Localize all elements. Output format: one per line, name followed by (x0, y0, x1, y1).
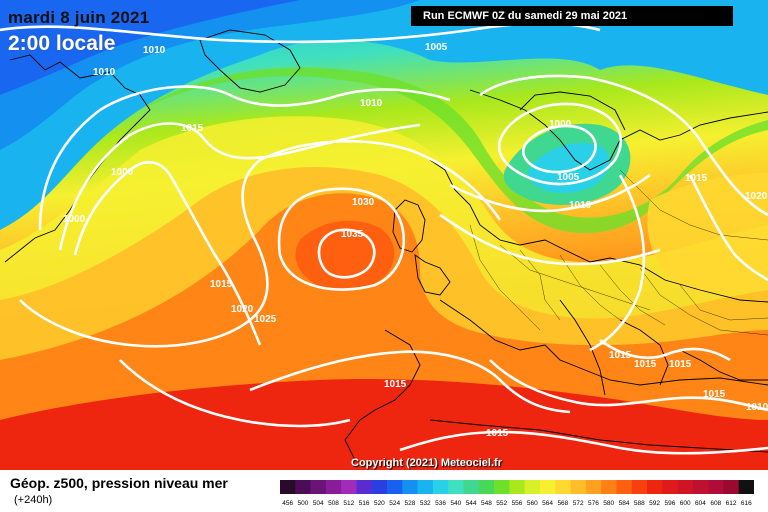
legend-swatch (371, 480, 388, 494)
isobar-label: 1015 (669, 359, 692, 370)
legend-swatch (494, 480, 510, 494)
legend-swatch (646, 480, 663, 494)
legend-swatch (738, 480, 754, 494)
forecast-local-time: 2:00 locale (8, 32, 116, 55)
isobar-label: 1030 (352, 197, 375, 208)
legend-tick-label: 612 (726, 500, 737, 507)
legend-tick-label: 600 (680, 500, 691, 507)
legend-tick-label: 548 (481, 500, 492, 507)
legend-tick-label: 528 (405, 500, 416, 507)
isobar-label: 1025 (254, 314, 277, 325)
legend-swatch (310, 480, 327, 494)
legend-tick-label: 576 (588, 500, 599, 507)
legend-tick-label: 544 (466, 500, 477, 507)
legend-swatch (402, 480, 418, 494)
copyright-notice: Copyright (2021) Meteociel.fr (351, 457, 502, 469)
legend-swatch (295, 480, 311, 494)
legend-tick-label: 584 (619, 500, 630, 507)
legend-tick-label: 572 (573, 500, 584, 507)
legend-tick-label: 456 (282, 500, 293, 507)
isobar-label: 1015 (703, 389, 726, 400)
isobar-label: 1015 (685, 173, 708, 184)
legend-swatch (432, 480, 449, 494)
legend-tick-label: 516 (359, 500, 370, 507)
legend-tick-label: 588 (634, 500, 645, 507)
isobar-label: 1000 (549, 119, 572, 130)
legend-swatch (585, 480, 602, 494)
isobar-label: 1020 (231, 304, 254, 315)
legend-swatch (692, 480, 709, 494)
legend-tick-label: 508 (328, 500, 339, 507)
color-scale-legend: 456 500 504 508 512 516 520 524 528 532 536 540 544 5… (280, 480, 754, 507)
legend-tick-label: 500 (298, 500, 309, 507)
model-run-info: Run ECMWF 0Z du samedi 29 mai 2021 (411, 6, 733, 26)
legend-swatch (601, 480, 617, 494)
legend-tick-label: 532 (420, 500, 431, 507)
legend-tick-label: 552 (496, 500, 507, 507)
forecast-date: mardi 8 juin 2021 (8, 8, 150, 27)
isobar-label: 1010 (360, 98, 383, 109)
legend-tick-label: 536 (435, 500, 446, 507)
isobar-label: 1015 (181, 123, 204, 134)
legend-tick-label: 556 (512, 500, 523, 507)
legend-tick-label: 564 (542, 500, 553, 507)
legend-tick-label: 592 (649, 500, 660, 507)
legend-tick-label: 512 (343, 500, 354, 507)
legend-tick-label: 616 (741, 500, 752, 507)
legend-swatch (463, 480, 480, 494)
isobar-label: 1015 (634, 359, 657, 370)
country-borders (469, 169, 768, 336)
legend-swatch (417, 480, 434, 494)
legend-swatch (662, 480, 678, 494)
legend-tick-label: 596 (664, 500, 675, 507)
isobar-label: 1010 (143, 45, 166, 56)
legend-tick-label: 524 (389, 500, 400, 507)
legend-tick-label: 520 (374, 500, 385, 507)
legend-swatch (631, 480, 648, 494)
isobar-label: 1005 (557, 172, 580, 183)
isobar-labels: 1010 1010 1005 1015 1010 1000 1000 1030 … (63, 42, 768, 439)
legend-swatch (325, 480, 342, 494)
legend-swatch (524, 480, 541, 494)
chart-parameter-title: Géop. z500, pression niveau mer (10, 475, 228, 491)
legend-tick-label: 560 (527, 500, 538, 507)
isobar-label: 1015 (609, 350, 632, 361)
isobar-label: 1020 (745, 191, 768, 202)
legend-swatch (723, 480, 740, 494)
legend-swatch (509, 480, 525, 494)
legend-swatch (478, 480, 495, 494)
lead-time: (+240h) (14, 494, 53, 506)
isobar-label: 1035 (341, 229, 364, 240)
legend-swatch (341, 480, 357, 494)
legend-tick-label: 568 (557, 500, 568, 507)
isobar-label: 1005 (425, 42, 448, 53)
legend-tick-label: 580 (603, 500, 614, 507)
legend-swatch (539, 480, 556, 494)
legend-swatch (387, 480, 403, 494)
legend-tick-label: 504 (313, 500, 324, 507)
legend-swatch (356, 480, 373, 494)
legend-tick-label: 540 (450, 500, 461, 507)
isobar-label: 1010 (93, 67, 116, 78)
isobar-label: 1000 (63, 214, 86, 225)
legend-tick-label: 608 (710, 500, 721, 507)
legend-swatch (280, 480, 296, 494)
legend-swatch (555, 480, 571, 494)
legend-swatch (570, 480, 587, 494)
isobar-label: 1010 (569, 200, 592, 211)
legend-swatch (708, 480, 724, 494)
isobar-label: 1010 (746, 402, 768, 413)
forecast-map: 1010 1010 1005 1015 1010 1000 1000 1030 … (0, 0, 768, 470)
legend-swatch (616, 480, 632, 494)
legend-tick-label: 604 (695, 500, 706, 507)
isobar-label: 1015 (486, 428, 509, 439)
isobar-label: 1015 (210, 279, 233, 290)
legend-swatch (448, 480, 464, 494)
legend-swatch (677, 480, 694, 494)
isobar-label: 1000 (111, 167, 134, 178)
isobar-label: 1015 (384, 379, 407, 390)
